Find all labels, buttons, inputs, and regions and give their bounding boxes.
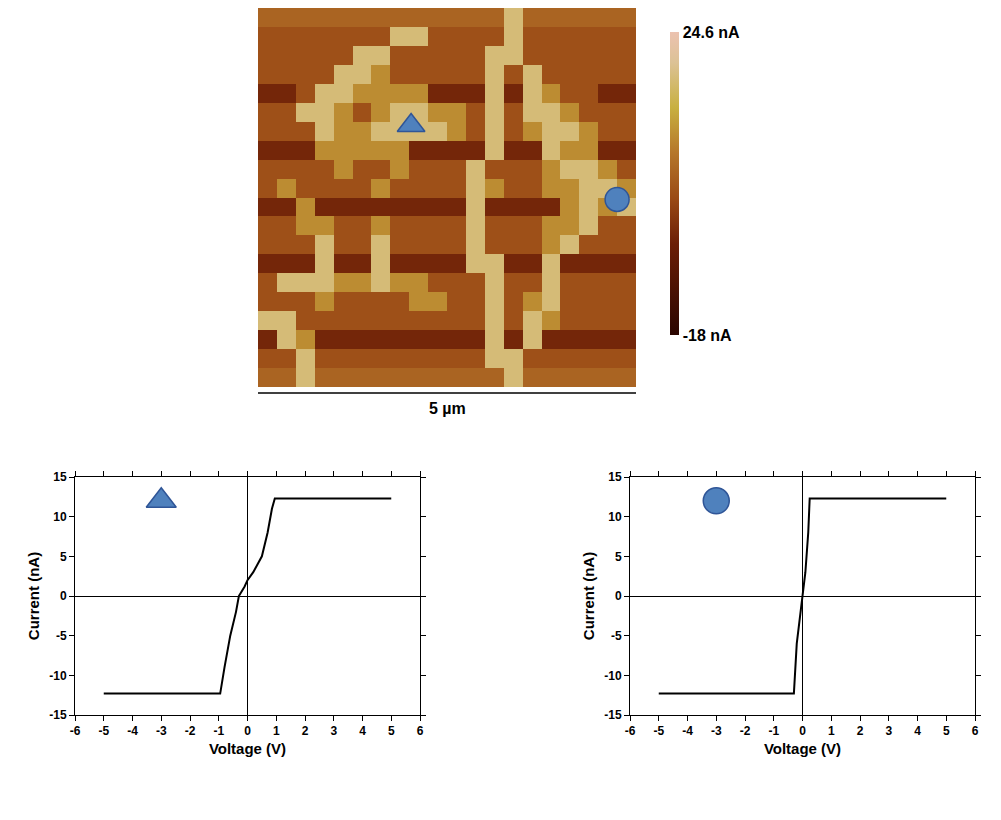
svg-text:-18 nA: -18 nA (683, 327, 732, 344)
svg-text:Voltage (V): Voltage (V) (209, 740, 286, 757)
svg-text:0: 0 (615, 589, 622, 603)
svg-text:2: 2 (857, 724, 864, 738)
svg-text:6: 6 (972, 724, 979, 738)
svg-text:-2: -2 (185, 724, 196, 738)
svg-text:5: 5 (60, 550, 67, 564)
svg-text:10: 10 (53, 510, 67, 524)
svg-text:5: 5 (943, 724, 950, 738)
svg-text:5 µm: 5 µm (429, 400, 466, 417)
svg-text:Current (nA): Current (nA) (25, 552, 42, 640)
svg-text:Voltage (V): Voltage (V) (764, 740, 841, 757)
svg-text:-15: -15 (49, 708, 67, 722)
svg-text:-5: -5 (653, 724, 664, 738)
svg-text:-5: -5 (611, 629, 622, 643)
svg-text:-6: -6 (70, 724, 81, 738)
svg-text:-1: -1 (213, 724, 224, 738)
svg-text:-1: -1 (768, 724, 779, 738)
svg-text:-10: -10 (604, 669, 622, 683)
svg-text:-10: -10 (49, 669, 67, 683)
svg-text:1: 1 (828, 724, 835, 738)
svg-text:-2: -2 (740, 724, 751, 738)
svg-text:-6: -6 (625, 724, 636, 738)
svg-text:15: 15 (608, 470, 622, 484)
svg-text:-5: -5 (56, 629, 67, 643)
svg-text:0: 0 (60, 589, 67, 603)
svg-text:0: 0 (799, 724, 806, 738)
svg-text:-15: -15 (604, 708, 622, 722)
svg-text:6: 6 (417, 724, 424, 738)
svg-text:1: 1 (273, 724, 280, 738)
svg-text:2: 2 (302, 724, 309, 738)
svg-text:-3: -3 (156, 724, 167, 738)
svg-text:4: 4 (359, 724, 366, 738)
svg-text:15: 15 (53, 470, 67, 484)
svg-text:4: 4 (914, 724, 921, 738)
svg-text:3: 3 (885, 724, 892, 738)
svg-text:-5: -5 (98, 724, 109, 738)
svg-text:5: 5 (615, 550, 622, 564)
svg-text:10: 10 (608, 510, 622, 524)
svg-text:Current (nA): Current (nA) (580, 552, 597, 640)
svg-text:3: 3 (330, 724, 337, 738)
svg-text:24.6 nA: 24.6 nA (683, 24, 740, 41)
svg-text:-4: -4 (127, 724, 138, 738)
svg-text:0: 0 (244, 724, 251, 738)
svg-text:-4: -4 (682, 724, 693, 738)
svg-text:5: 5 (388, 724, 395, 738)
svg-text:-3: -3 (711, 724, 722, 738)
